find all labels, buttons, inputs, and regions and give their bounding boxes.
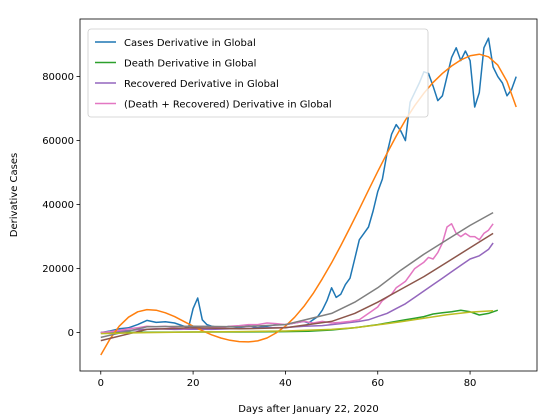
series-line-2 (100, 242, 494, 334)
y-tick-label: 0 (68, 328, 74, 339)
y-tick-label: 40000 (42, 200, 74, 211)
plot-frame (79, 18, 538, 372)
series-line-7 (100, 310, 494, 335)
x-axis-label: Days after January 22, 2020 (238, 404, 379, 415)
legend-label: Recovered Derivative in Global (124, 79, 279, 90)
series-line-6 (100, 211, 494, 339)
x-axis-ticks: 0 20 40 60 80 (98, 371, 477, 389)
legend-label: Death Derivative in Global (124, 59, 256, 70)
x-tick-label: 60 (371, 378, 384, 389)
x-tick-label: 40 (279, 378, 292, 389)
y-tick-label: 20000 (42, 264, 74, 275)
y-axis-ticks: 0 20000 40000 60000 80000 (42, 72, 80, 339)
legend-box (87, 28, 429, 118)
y-axis-label: Derivative Cases (9, 153, 20, 237)
plot-layer (100, 37, 517, 356)
x-tick-label: 0 (98, 378, 104, 389)
y-tick-label: 60000 (42, 136, 74, 147)
legend: Cases Derivative in Global Death Derivati… (87, 28, 429, 118)
legend-label: Cases Derivative in Global (124, 38, 256, 49)
x-tick-label: 20 (187, 378, 200, 389)
x-tick-label: 80 (464, 378, 477, 389)
series-line-4 (100, 53, 517, 356)
y-tick-label: 80000 (42, 72, 74, 83)
series-line-5 (100, 232, 494, 342)
legend-label: (Death + Recovered) Derivative in Global (124, 100, 332, 111)
